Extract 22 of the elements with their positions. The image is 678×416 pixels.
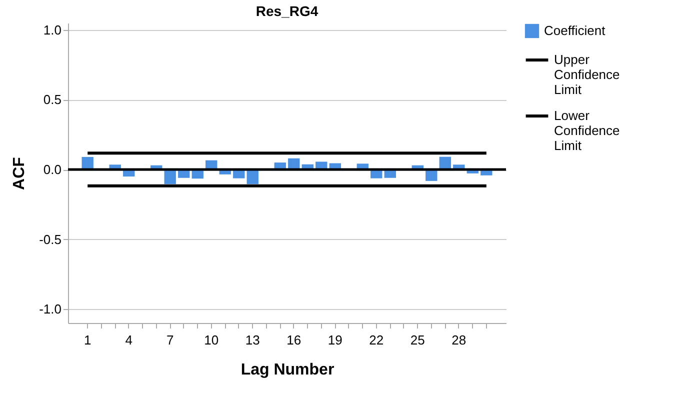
x-tick-label: 16: [286, 332, 302, 348]
x-tick-label: 10: [204, 332, 219, 348]
y-tick-label: 0.0: [43, 162, 62, 178]
y-tick-label: -0.5: [39, 232, 62, 247]
x-tick-label: 7: [166, 332, 174, 348]
x-axis-title: Lag Number: [240, 362, 334, 378]
y-axis-title: ACF: [11, 156, 28, 190]
x-tick-label: 13: [245, 332, 260, 348]
x-tick-label: 1: [84, 332, 92, 348]
chart-title: Res_RG4: [256, 3, 318, 19]
y-tick-label: -1.0: [39, 302, 62, 317]
legend-label: Upper Confidence Limit: [554, 52, 620, 97]
x-tick-label: 22: [369, 332, 384, 348]
legend-label: Coefficient: [544, 23, 606, 38]
y-tick-label: 1.0: [43, 22, 62, 38]
y-tick-label: 0.5: [43, 92, 62, 108]
bar: [82, 156, 94, 170]
x-tick-label: 19: [328, 332, 342, 348]
x-tick-label: 25: [410, 332, 425, 348]
x-tick-label: 28: [452, 332, 466, 348]
x-tick-label: 4: [125, 332, 132, 348]
legend-label: Lower Confidence Limit: [554, 108, 620, 153]
